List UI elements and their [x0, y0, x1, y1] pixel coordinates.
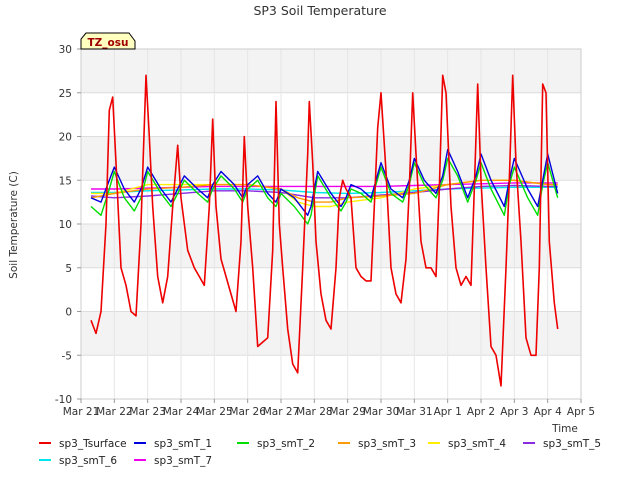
plot-band [81, 49, 581, 93]
x-axis-label: Time [551, 423, 578, 435]
chart-title: SP3 Soil Temperature [253, 3, 386, 18]
y-tick-label: 5 [65, 263, 72, 275]
x-tick-label: Mar 22 [96, 406, 133, 418]
y-axis-ticks: -10 -5 0 5 10 15 20 25 30 [55, 44, 81, 406]
x-tick-label: Mar 28 [296, 406, 333, 418]
series-lines [90, 74, 559, 387]
x-tick-label: Mar 27 [263, 406, 300, 418]
x-tick-label: Mar 30 [363, 406, 400, 418]
legend-label: sp3_smT_7 [154, 455, 212, 467]
x-tick-label: Apr 3 [500, 406, 528, 418]
plot-band [81, 267, 581, 312]
plot-band [81, 136, 581, 181]
series-line-sp3-tsurface [90, 74, 559, 387]
legend-label: sp3_Tsurface [59, 438, 127, 450]
x-tick-label: Apr 1 [434, 406, 462, 418]
y-tick-label: -10 [55, 394, 72, 406]
series-line-sp3-smt-3 [90, 179, 558, 203]
x-tick-label: Mar 26 [229, 406, 266, 418]
legend: sp3_Tsurface sp3_smT_1 sp3_smT_2 sp3_smT_3 s… [39, 438, 601, 467]
legend-label: sp3_smT_3 [358, 438, 416, 450]
y-tick-label: 20 [59, 132, 72, 144]
plot-band [81, 224, 581, 268]
legend-label: sp3_smT_1 [154, 438, 212, 450]
legend-label: sp3_smT_6 [59, 455, 117, 467]
x-tick-label: Mar 23 [129, 406, 166, 418]
x-tick-label: Mar 31 [396, 406, 433, 418]
y-tick-label: 30 [59, 44, 72, 56]
y-tick-label: 15 [59, 175, 72, 187]
y-tick-label: 10 [59, 219, 72, 231]
tz-annotation-box [80, 32, 136, 50]
tz-annotation-label: TZ_osu [88, 37, 129, 49]
plot-band [81, 355, 581, 399]
y-tick-label: 25 [59, 88, 72, 100]
y-tick-label: 0 [65, 307, 72, 319]
x-tick-label: Mar 24 [163, 406, 200, 418]
x-tick-label: Apr 4 [534, 406, 563, 418]
legend-label: sp3_smT_5 [543, 438, 601, 450]
x-tick-label: Apr 2 [467, 406, 495, 418]
legend-label: sp3_smT_4 [448, 438, 506, 450]
plot-band [81, 92, 581, 137]
x-tick-label: Mar 29 [329, 406, 366, 418]
tz-annotation: TZ_osu [80, 32, 136, 50]
x-tick-label: Mar 21 [63, 406, 100, 418]
legend-label: sp3_smT_2 [257, 438, 315, 450]
y-tick-label: -5 [62, 350, 72, 362]
x-tick-label: Apr 5 [567, 406, 595, 418]
y-axis-label: Soil Temperature (C) [8, 171, 20, 279]
plot-band [81, 311, 581, 356]
x-tick-label: Mar 25 [196, 406, 233, 418]
